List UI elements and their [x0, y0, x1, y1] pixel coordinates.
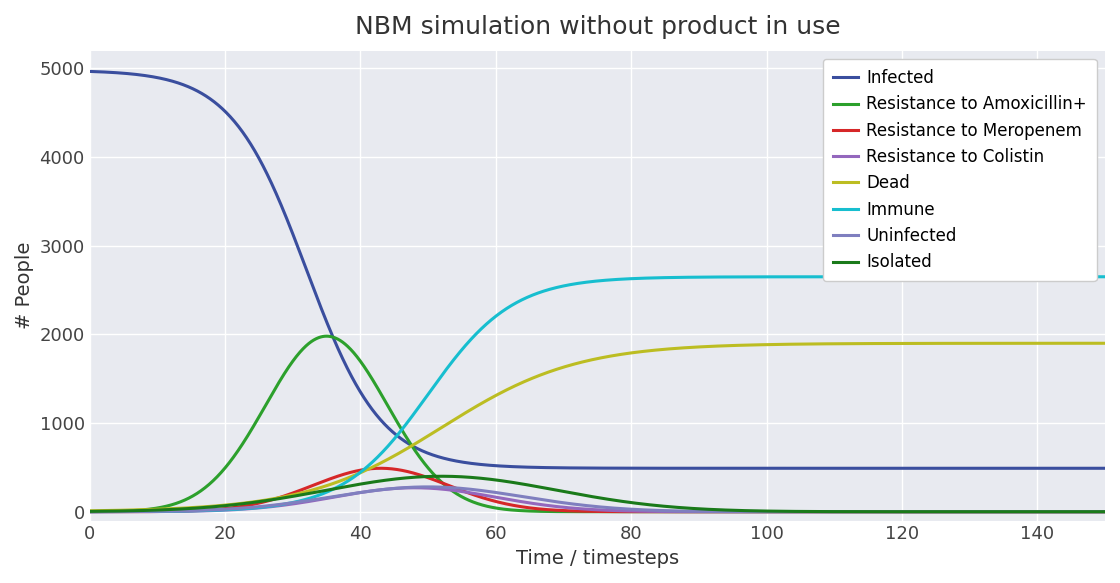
- Resistance to Amoxicillin+: [1070, 508, 1083, 515]
- Uninfected: [421, 483, 435, 490]
- Infected: [1099, 465, 1112, 472]
- Resistance to Amoxicillin+: [1099, 508, 1112, 515]
- X-axis label: Time / timesteps: Time / timesteps: [516, 549, 679, 568]
- Infected: [550, 464, 563, 471]
- Line: Resistance to Meropenem: Resistance to Meropenem: [90, 468, 1105, 512]
- Y-axis label: # People: # People: [15, 242, 34, 329]
- Resistance to Meropenem: [1070, 508, 1083, 515]
- Isolated: [1099, 508, 1112, 515]
- Isolated: [883, 508, 896, 515]
- Isolated: [1070, 508, 1083, 515]
- Resistance to Colistin: [1068, 508, 1082, 515]
- Dead: [577, 358, 590, 365]
- Line: Resistance to Amoxicillin+: Resistance to Amoxicillin+: [90, 336, 1105, 512]
- Resistance to Meropenem: [1068, 508, 1082, 515]
- Resistance to Colistin: [577, 505, 590, 512]
- Immune: [1068, 273, 1082, 280]
- Resistance to Amoxicillin+: [577, 508, 590, 515]
- Dead: [134, 506, 148, 513]
- Immune: [83, 508, 96, 515]
- Resistance to Amoxicillin+: [134, 507, 148, 514]
- Uninfected: [1099, 508, 1112, 515]
- Dead: [1068, 340, 1082, 347]
- Resistance to Meropenem: [883, 508, 896, 515]
- Uninfected: [83, 508, 96, 515]
- Uninfected: [1068, 508, 1082, 515]
- Uninfected: [1070, 508, 1083, 515]
- Resistance to Amoxicillin+: [83, 508, 96, 515]
- Immune: [1099, 273, 1112, 280]
- Infected: [577, 465, 590, 472]
- Legend: Infected, Resistance to Amoxicillin+, Resistance to Meropenem, Resistance to Col: Infected, Resistance to Amoxicillin+, Re…: [823, 59, 1096, 282]
- Resistance to Amoxicillin+: [319, 333, 333, 340]
- Uninfected: [550, 498, 563, 505]
- Resistance to Colistin: [83, 508, 96, 515]
- Line: Dead: Dead: [90, 343, 1105, 511]
- Resistance to Colistin: [134, 508, 148, 515]
- Immune: [1068, 273, 1082, 280]
- Resistance to Colistin: [408, 484, 421, 491]
- Resistance to Amoxicillin+: [1068, 508, 1082, 515]
- Immune: [550, 284, 563, 291]
- Isolated: [83, 508, 96, 515]
- Resistance to Amoxicillin+: [550, 508, 563, 515]
- Isolated: [435, 473, 448, 480]
- Uninfected: [883, 508, 896, 515]
- Resistance to Colistin: [1099, 508, 1112, 515]
- Line: Resistance to Colistin: Resistance to Colistin: [90, 488, 1105, 512]
- Resistance to Meropenem: [577, 508, 590, 515]
- Isolated: [134, 507, 148, 514]
- Isolated: [577, 491, 590, 498]
- Immune: [577, 279, 590, 286]
- Resistance to Colistin: [1070, 508, 1083, 515]
- Resistance to Amoxicillin+: [883, 508, 896, 515]
- Infected: [1068, 465, 1082, 472]
- Resistance to Colistin: [883, 508, 896, 515]
- Dead: [1068, 340, 1082, 347]
- Resistance to Meropenem: [374, 465, 388, 472]
- Isolated: [1068, 508, 1082, 515]
- Immune: [883, 273, 896, 280]
- Infected: [83, 68, 96, 75]
- Dead: [1099, 340, 1112, 347]
- Uninfected: [134, 508, 148, 515]
- Dead: [83, 507, 96, 514]
- Line: Uninfected: Uninfected: [90, 487, 1105, 512]
- Line: Immune: Immune: [90, 277, 1105, 512]
- Resistance to Meropenem: [83, 508, 96, 515]
- Resistance to Meropenem: [134, 508, 148, 515]
- Immune: [134, 508, 148, 515]
- Dead: [550, 366, 563, 373]
- Title: NBM simulation without product in use: NBM simulation without product in use: [355, 15, 840, 39]
- Infected: [134, 72, 148, 79]
- Isolated: [550, 487, 563, 494]
- Resistance to Colistin: [550, 503, 563, 510]
- Line: Isolated: Isolated: [90, 476, 1105, 512]
- Infected: [1068, 465, 1082, 472]
- Infected: [883, 465, 896, 472]
- Resistance to Meropenem: [550, 507, 563, 514]
- Dead: [883, 340, 896, 347]
- Uninfected: [577, 502, 590, 509]
- Resistance to Meropenem: [1099, 508, 1112, 515]
- Line: Infected: Infected: [90, 72, 1105, 468]
